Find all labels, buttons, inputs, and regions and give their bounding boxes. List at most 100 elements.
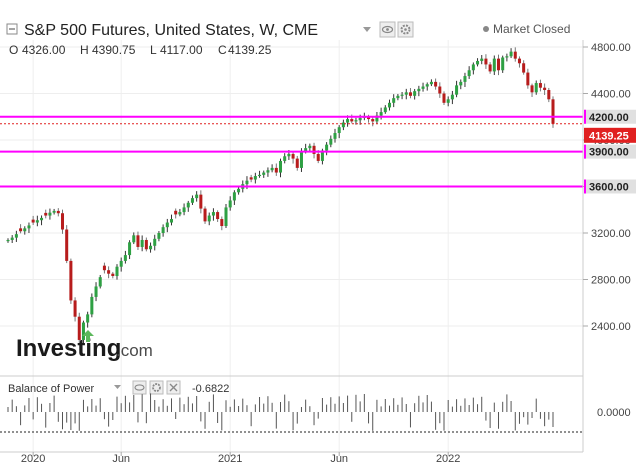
candle — [6, 238, 10, 243]
candle — [128, 240, 132, 260]
last-price-badge: 4139.25 — [584, 127, 636, 143]
candle — [538, 79, 542, 92]
candle — [434, 78, 438, 90]
candle — [199, 190, 203, 214]
candle — [509, 48, 513, 59]
candle — [19, 224, 23, 234]
watermark-brand: Investing — [16, 335, 121, 362]
candle — [169, 214, 174, 226]
date-axis[interactable]: 2020 Jun 2021 Jun 2022 — [21, 452, 461, 465]
candle — [40, 215, 44, 226]
bop-eye-icon[interactable] — [132, 380, 147, 395]
level-price-text: 3600.00 — [589, 182, 629, 194]
grid-lines — [0, 40, 583, 452]
settings-gear-icon[interactable] — [397, 21, 414, 38]
candle — [23, 226, 27, 235]
candle — [467, 66, 471, 79]
candle — [371, 116, 375, 127]
candle — [480, 55, 484, 65]
candle — [522, 60, 526, 75]
visibility-eye-icon[interactable] — [379, 21, 396, 38]
price-tick-label: 2800.00 — [591, 275, 631, 287]
candle — [178, 208, 182, 217]
candle — [211, 208, 215, 221]
candle — [48, 208, 52, 220]
level-price-label: 3600.00 — [584, 179, 636, 194]
ohlc-c-value: 4139.25 — [228, 43, 272, 57]
horizontal-levels[interactable] — [0, 115, 583, 188]
title-dropdown-icon[interactable] — [363, 27, 371, 32]
candle — [157, 231, 161, 242]
candle — [379, 107, 383, 120]
bop-value: -0.6822 — [192, 383, 229, 395]
candle — [505, 53, 509, 62]
price-labels: 4200.00 3900.00 3600.00 4139.25 — [584, 109, 636, 194]
candle — [262, 170, 266, 178]
market-status-dot-icon — [483, 26, 489, 32]
candle — [530, 83, 534, 97]
level-price-text: 3900.00 — [589, 147, 629, 159]
date-tick-label: 2021 — [218, 453, 242, 465]
candle — [455, 80, 459, 98]
candle — [186, 200, 190, 212]
candle — [69, 258, 73, 304]
candle — [31, 215, 35, 225]
candle — [283, 153, 287, 164]
candle — [325, 142, 329, 156]
candle — [354, 117, 358, 125]
candle — [132, 232, 136, 245]
candle — [513, 47, 517, 62]
bop-title: Balance of Power — [8, 383, 95, 395]
candle — [161, 224, 165, 237]
candle — [153, 234, 157, 251]
candle — [459, 79, 463, 90]
candle — [86, 311, 90, 328]
ohlc-o-key: O — [9, 43, 18, 57]
candle — [107, 266, 111, 279]
bop-dropdown-icon[interactable] — [114, 385, 121, 389]
candle — [501, 55, 505, 73]
candle — [165, 218, 169, 233]
candle — [182, 203, 186, 216]
candle — [492, 55, 496, 76]
candle — [488, 62, 492, 74]
candle — [115, 264, 119, 280]
candle — [463, 72, 467, 87]
price-tick-label: 2400.00 — [591, 321, 631, 333]
candle — [174, 208, 178, 219]
candle — [111, 271, 115, 279]
candle — [429, 79, 433, 87]
candle — [228, 196, 232, 211]
candle — [484, 54, 488, 69]
chart-title: S&P 500 Futures, United States, W, CME — [24, 22, 318, 39]
candle — [195, 191, 199, 202]
candle — [207, 212, 211, 226]
candle — [65, 225, 69, 264]
ohlc-c-key: C — [218, 43, 227, 57]
candle — [333, 128, 337, 143]
candle — [232, 190, 236, 205]
candle — [27, 222, 31, 233]
balance-of-power-bars — [7, 393, 554, 431]
candle — [526, 68, 530, 89]
candle — [90, 293, 94, 318]
candle — [337, 125, 341, 139]
candle — [278, 158, 283, 178]
bop-settings-icon[interactable] — [149, 380, 164, 395]
candle — [400, 91, 404, 100]
bop-close-icon[interactable] — [166, 380, 181, 395]
candle — [249, 174, 253, 183]
candle — [387, 99, 392, 111]
candle — [102, 262, 106, 274]
candle — [442, 91, 446, 106]
candle — [295, 155, 299, 171]
candle — [224, 204, 228, 229]
candle — [534, 80, 538, 95]
candle — [396, 93, 400, 101]
price-tick-label: 4400.00 — [591, 89, 631, 101]
candle — [203, 206, 207, 224]
date-tick-label: Jun — [112, 453, 130, 465]
candle — [312, 142, 316, 159]
candle — [421, 82, 425, 92]
candle — [149, 242, 153, 253]
